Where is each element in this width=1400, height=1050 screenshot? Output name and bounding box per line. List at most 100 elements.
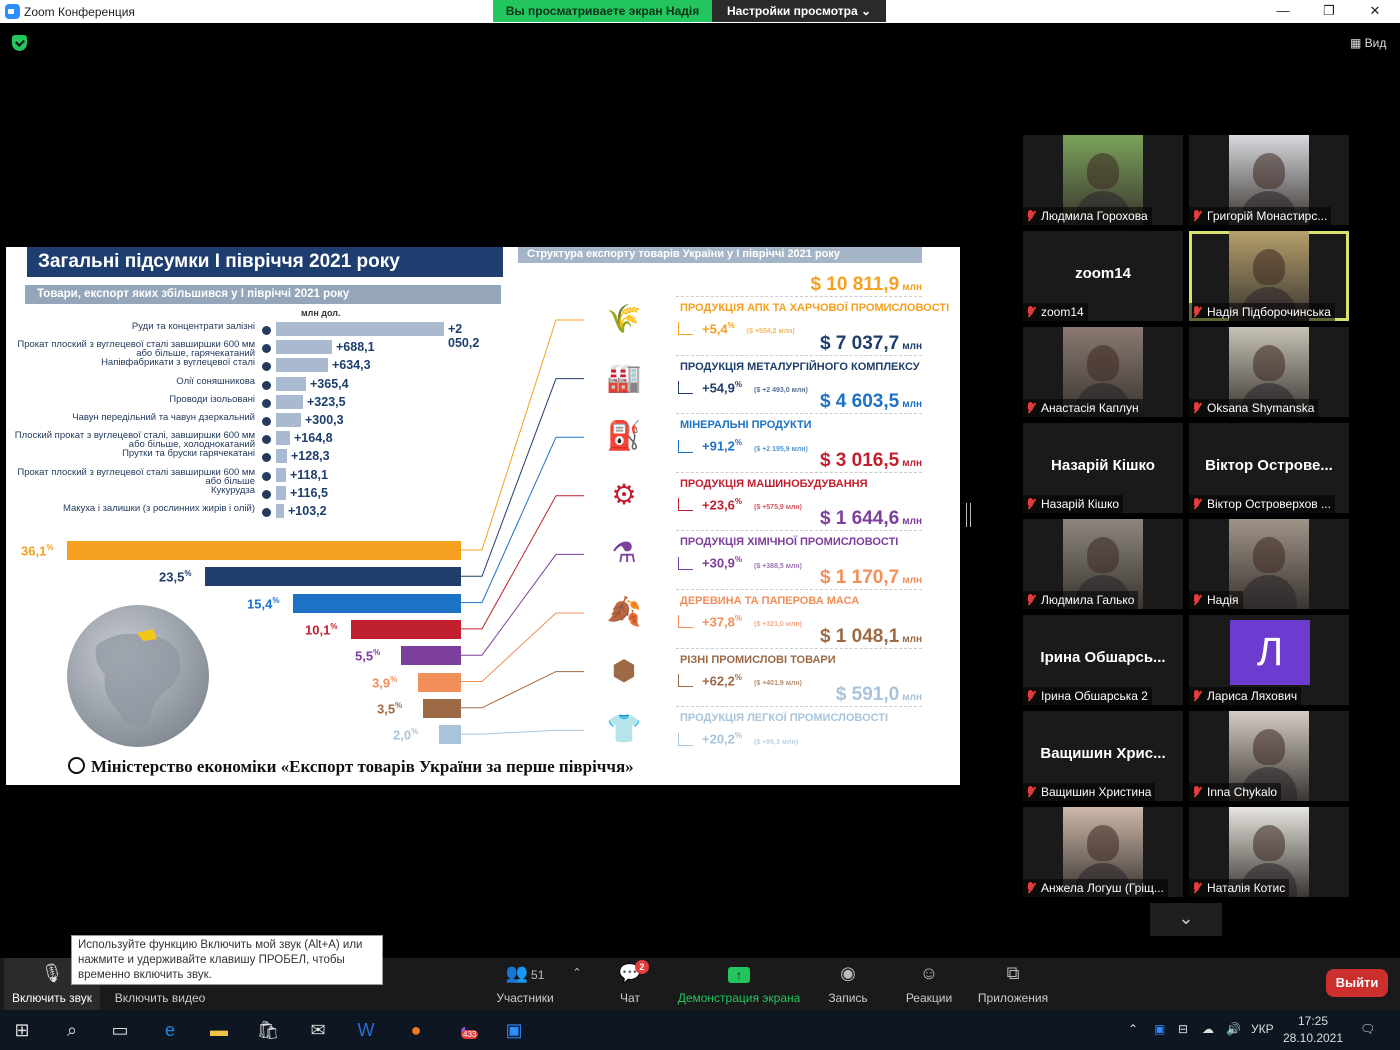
participant-name: Ващишин Христина [1041,785,1152,799]
percent-sign: % [734,438,743,448]
participant-name: Надія Підборочинська [1207,305,1331,319]
clock[interactable]: 17:25 28.10.2021 [1282,1013,1344,1047]
security-shield-icon[interactable] [12,35,27,51]
participant-tile[interactable]: Анжела Логуш (Гріщ... [1023,807,1183,897]
maximize-button[interactable]: ❐ [1323,3,1335,18]
participant-name-tag: Анжела Логуш (Гріщ... [1023,879,1168,897]
network-icon[interactable]: ⊟ [1178,1022,1189,1036]
reactions-button[interactable]: ☺ Реакции [898,958,960,1010]
participant-name: Лариса Ляхович [1207,689,1298,703]
person-silhouette [1253,249,1285,285]
participant-display-name: zoom14 [1075,265,1131,282]
mail-icon[interactable]: ✉ [310,1020,326,1040]
item-bullet-icon [262,380,271,390]
growth-chart-icon [678,322,693,336]
participant-tile[interactable]: Л Лариса Ляхович [1189,615,1349,705]
participant-tile[interactable]: Людмила Галько [1023,519,1183,609]
sector-name: МІНЕРАЛЬНІ ПРОДУКТИ [680,419,812,432]
leave-meeting-button[interactable]: Выйти [1326,969,1388,997]
minimize-button[interactable]: — [1276,3,1290,18]
person-silhouette [1253,345,1285,381]
sector-name: ПРОДУКЦІЯ ЛЕГКОЇ ПРОМИСЛОВОСТІ [680,712,889,725]
sector-unit: млн [902,282,922,293]
share-pct-value: 2,0 [393,727,412,743]
item-value: +116,5 [290,485,328,500]
windows-taskbar: ⊞ ⌕ ▭ e ▬ 🛍 ✉ W ● ◐ 433 ▣ ⌃ ▣ ⊟ ☁ 🔊 УКР … [0,1010,1400,1050]
tray-chevron-icon[interactable]: ⌃ [1128,1022,1139,1036]
participant-name-tag: Ващишин Христина [1023,783,1156,801]
participant-name-tag: Лариса Ляхович [1189,687,1302,705]
participant-tile[interactable]: Oksana Shymanska [1189,327,1349,417]
growth-chart-icon [678,732,693,746]
firefox-icon[interactable]: ● [410,1020,422,1040]
participant-tile[interactable]: Ващишин Хрис... Ващишин Христина [1023,711,1183,801]
participant-tile[interactable]: Наталія Котис [1189,807,1349,897]
split-resize-handle[interactable] [966,503,971,527]
view-layout-button[interactable]: ▦ Вид [1350,36,1386,50]
participants-icon: 👥 51 [505,963,545,983]
participants-count: 51 [531,968,545,982]
sector-amount-value: $ 10 811,9 [810,274,900,295]
notifications-icon[interactable]: 🗨 [1360,1022,1376,1036]
file-explorer-icon[interactable]: ▬ [210,1020,228,1040]
apps-button[interactable]: ⧉ Приложения [972,958,1054,1010]
participant-tile[interactable]: Ірина Обшарсь... Ірина Обшарська 2 [1023,615,1183,705]
sector-divider [676,530,922,532]
participant-name: Людмила Галько [1041,593,1135,607]
participant-name-tag: Людмила Горохова [1023,207,1152,225]
participant-name-tag: Oksana Shymanska [1189,399,1319,417]
zoom-taskbar-icon[interactable]: ▣ [505,1020,523,1040]
participant-tile[interactable]: Назарій Кішко Назарій Кішко [1023,423,1183,513]
sector-divider [676,296,922,297]
chat-button[interactable]: 💬 Чат [600,958,660,1010]
sector-name: ПРОДУКЦІЯ МЕТАЛУРГІЙНОГО КОМПЛЕКСУ [680,360,920,373]
view-options-button[interactable]: Настройки просмотра ⌄ [712,0,886,22]
connector-lines [461,319,584,735]
task-view-icon[interactable]: ▭ [111,1020,129,1040]
store-icon[interactable]: 🛍 [256,1020,280,1040]
onedrive-icon[interactable]: ☁ [1202,1022,1214,1036]
tray-zoom-icon[interactable]: ▣ [1154,1022,1166,1036]
sector-divider [676,354,922,356]
hex-nut-icon: ⬢ [611,654,637,686]
word-icon[interactable]: W [357,1020,375,1040]
participant-tile[interactable]: Анастасія Каплун [1023,327,1183,417]
volume-icon[interactable]: 🔊 [1226,1022,1241,1036]
participant-name: Наталія Котис [1207,881,1286,895]
item-bar [276,504,284,518]
item-label: Плоский прокат з вуглецевої сталі, завши… [14,430,255,451]
participant-tile[interactable]: zoom14 zoom14 [1023,231,1183,321]
video-label: Включить видео [114,991,206,1005]
item-label: Прутки та бруски гарячекатані [122,448,255,460]
growth-pct: +23,6 [702,497,735,513]
record-button[interactable]: ◉ Запись [818,958,878,1010]
edge-browser-icon[interactable]: e [164,1020,175,1040]
item-value: +323,5 [307,394,346,409]
participants-button[interactable]: 👥 51 Участники [485,958,565,1010]
gallery-next-page-button[interactable]: ⌄ [1150,903,1222,936]
participants-menu-caret[interactable]: ⌃ [572,967,582,979]
growth-abs: ($ +575,9 млн) [754,504,802,512]
share-bar [423,698,461,718]
growth-chart-icon [678,439,693,453]
participant-tile[interactable]: Надія [1189,519,1349,609]
participant-tile[interactable]: Віктор Острове... Віктор Островерхов ... [1189,423,1349,513]
growth-abs: ($ +2 195,9 млн) [754,445,808,453]
sector-name: РІЗНІ ПРОМИСЛОВІ ТОВАРИ [680,653,836,666]
muted-mic-icon [1027,210,1035,222]
language-indicator[interactable]: УКР [1251,1022,1274,1036]
participant-tile[interactable]: Людмила Горохова [1023,135,1183,225]
participant-tile[interactable]: Григорій Монастирс... [1189,135,1349,225]
participant-display-name: Ірина Обшарсь... [1040,649,1166,666]
participant-name: Віктор Островерхов ... [1207,497,1331,511]
participant-tile[interactable]: Inna Chykalo [1189,711,1349,801]
slide-right-title: Структура експорту товарів України у І п… [518,247,922,263]
close-button[interactable]: ✕ [1369,3,1381,18]
participant-tile[interactable]: Надія Підборочинська [1189,231,1349,321]
search-icon[interactable]: ⌕ [66,1020,78,1040]
sector-connector [461,495,584,630]
windows-start-icon[interactable]: ⊞ [14,1020,30,1040]
share-screen-button[interactable]: ↑ Демонстрация экрана [672,958,806,1010]
sector-amount: $ 1 170,7 млн [820,567,922,589]
start-video-button[interactable]: Включить видео [104,958,216,1010]
